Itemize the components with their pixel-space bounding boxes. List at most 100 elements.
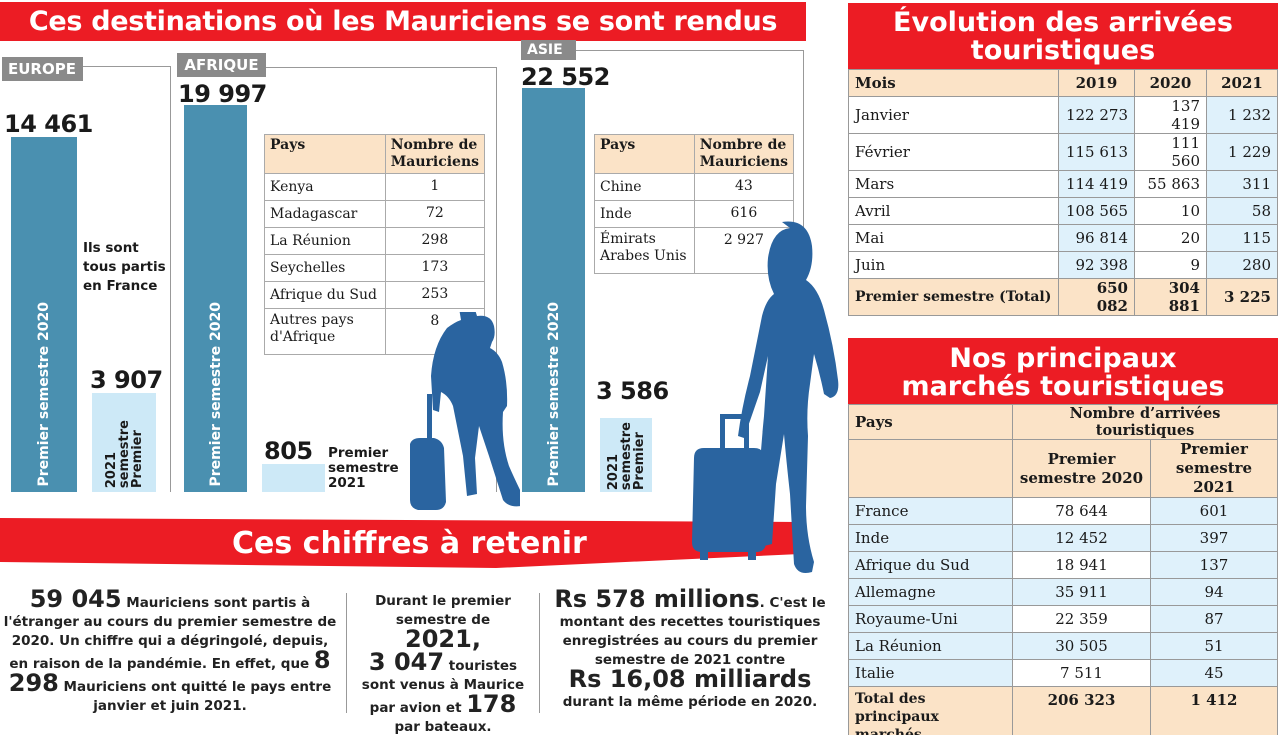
fact-text: Durant le premier semestre de [375, 593, 511, 628]
bar-label-part: semestre [116, 419, 132, 488]
value-2020: 137 419 [1134, 96, 1207, 134]
table-row: Janvier 122 273 137 419 1 232 [848, 96, 1278, 134]
table-row: Inde 616 [594, 200, 795, 228]
bar-label-part: semestre [328, 460, 399, 476]
total-2019: 650 082 [1058, 278, 1135, 316]
country: Kenya [264, 173, 386, 201]
europe-value-2020: 14 461 [4, 110, 93, 138]
country: La Réunion [848, 632, 1013, 660]
highlight-number: 178 [466, 690, 517, 718]
table-row: La Réunion 298 [264, 227, 486, 255]
value-2021: 397 [1150, 524, 1278, 552]
value-2019: 96 814 [1058, 224, 1135, 252]
europe-bar-2021: 2021 semestre Premier [92, 393, 156, 492]
europe-bar-2020: Premier semestre 2020 [11, 137, 77, 492]
month: Mai [848, 224, 1059, 252]
value-2019: 114 419 [1058, 170, 1135, 198]
month: Juin [848, 251, 1059, 279]
country: Inde [848, 524, 1013, 552]
table-row: Inde 12 452 397 [848, 524, 1278, 552]
note-line: tous partis [83, 259, 166, 275]
col-month: Mois [848, 69, 1059, 97]
table-row: Afrique du Sud 18 941 137 [848, 551, 1278, 579]
fact-text: Mauriciens ont quitté le pays entre janv… [58, 679, 332, 714]
value-2020: 30 505 [1012, 632, 1151, 660]
total-2021: 3 225 [1206, 278, 1278, 316]
divider [346, 593, 347, 713]
asie-value-2021: 3 586 [596, 377, 669, 405]
col-2019: 2019 [1058, 69, 1135, 97]
afrique-value-2020: 19 997 [178, 80, 267, 108]
arrivals-title: Évolution des arrivées touristiques [848, 3, 1278, 69]
country: Allemagne [848, 578, 1013, 606]
afrique-value-2021: 805 [264, 437, 313, 465]
table-row: Kenya 1 [264, 173, 486, 201]
europe-frame [40, 66, 171, 492]
table-row: La Réunion 30 505 51 [848, 632, 1278, 660]
region-label-europe: EUROPE [2, 57, 83, 81]
country: Émirats Arabes Unis [594, 227, 695, 274]
traveler-woman-icon [692, 221, 839, 573]
arrivals-panel: Évolution des arrivées touristiques Mois… [848, 3, 1278, 316]
value-2019: 108 565 [1058, 197, 1135, 225]
country: France [848, 497, 1013, 525]
table-row: Madagascar 72 [264, 200, 486, 228]
col-country-spacer [848, 439, 1013, 498]
total-row: Total des principaux marchés 206 323 1 412 [848, 686, 1278, 735]
col-group: Nombre d’arrivées touristiques [1012, 404, 1278, 440]
bar-label-part: 2021 [605, 453, 621, 490]
asie-bar-2021: 2021 semestre Premier [600, 418, 652, 492]
count: 173 [384, 254, 486, 282]
bar-label: 2021 semestre Premier [605, 422, 647, 490]
value-2021: 1 232 [1206, 96, 1278, 134]
value-2021: 280 [1206, 251, 1278, 279]
count: 298 [384, 227, 486, 255]
note-line: Ils sont [83, 240, 139, 256]
table-row: Chine 43 [594, 173, 795, 201]
total-label: Total des principaux marchés [848, 686, 1013, 735]
highlight-number: 8 298 [8, 646, 331, 697]
total-2021: 1 412 [1150, 686, 1278, 735]
country: Afrique du Sud [848, 551, 1013, 579]
fact-departures: 59 045 Mauriciens sont partis à l'étrang… [0, 587, 340, 716]
col-count: Nombre de Mauriciens [384, 134, 486, 174]
country: Inde [594, 200, 695, 228]
markets-title: Nos principaux marchés touristiques [848, 338, 1278, 404]
fact-text: touristes sont venus à Maurice par avion… [361, 658, 525, 716]
value-2020: 20 [1134, 224, 1207, 252]
facts-title: Ces chiffres à retenir [0, 518, 800, 568]
count: 253 [384, 281, 486, 309]
region-label-afrique: AFRIQUE [177, 53, 266, 77]
col-2021: Premier semestre 2021 [1150, 439, 1278, 498]
asie-value-2020: 22 552 [521, 63, 610, 91]
highlight-number: Rs 578 millions [554, 585, 760, 613]
count: 1 [384, 173, 486, 201]
country: La Réunion [264, 227, 386, 255]
value-2021: 115 [1206, 224, 1278, 252]
month: Février [848, 133, 1059, 171]
afrique-bar-2021 [262, 464, 325, 492]
afrique-frame [265, 67, 497, 492]
fact-text: . C'est le montant des recettes touristi… [559, 595, 826, 668]
bar-label-part: Premier [328, 445, 389, 461]
count: 72 [384, 200, 486, 228]
bar-label: Premier semestre 2020 [545, 301, 562, 487]
fact-text: durant la même période en 2020. [562, 694, 818, 710]
total-2020: 206 323 [1012, 686, 1151, 735]
bar-label-part: 2021 [103, 451, 119, 488]
total-label: Premier semestre (Total) [848, 278, 1059, 316]
total-2020: 304 881 [1134, 278, 1207, 316]
afrique-bar-2020: Premier semestre 2020 [184, 105, 247, 492]
region-label-asie: ASIE [521, 40, 576, 60]
value-2020: 55 863 [1134, 170, 1207, 198]
traveler-man-icon [410, 312, 520, 510]
value-2020: 7 511 [1012, 659, 1151, 687]
value-2021: 1 229 [1206, 133, 1278, 171]
value-2021: 137 [1150, 551, 1278, 579]
highlight-number: 2021, [405, 625, 481, 653]
value-2019: 92 398 [1058, 251, 1135, 279]
month: Mars [848, 170, 1059, 198]
note-line: en France [83, 278, 158, 294]
col-country: Pays [594, 134, 695, 174]
table-row: Mai 96 814 20 115 [848, 224, 1278, 252]
